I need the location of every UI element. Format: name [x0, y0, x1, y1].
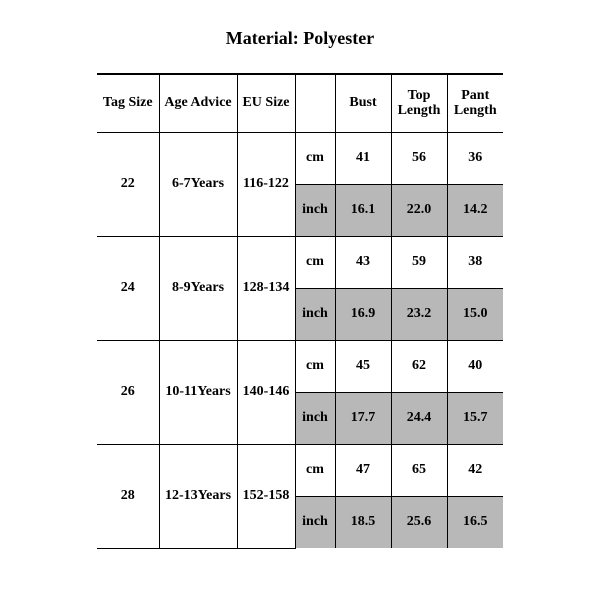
- cell-eu: 152-158: [237, 444, 295, 548]
- cell-pant-cm: 38: [447, 236, 503, 288]
- col-bust: Bust: [335, 74, 391, 132]
- cell-unit-cm: cm: [295, 340, 335, 392]
- cell-bust-cm: 41: [335, 132, 391, 184]
- cell-age: 6-7Years: [159, 132, 237, 236]
- cell-unit-cm: cm: [295, 444, 335, 496]
- cell-age: 10-11Years: [159, 340, 237, 444]
- cell-unit-inch: inch: [295, 184, 335, 236]
- table-row: 22 6-7Years 116-122 cm 41 56 36: [97, 132, 503, 184]
- cell-age: 8-9Years: [159, 236, 237, 340]
- size-chart-table: Tag Size Age Advice EU Size Bust Top Len…: [97, 73, 503, 549]
- table-row: 28 12-13Years 152-158 cm 47 65 42: [97, 444, 503, 496]
- col-top-length: Top Length: [391, 74, 447, 132]
- col-eu-size: EU Size: [237, 74, 295, 132]
- col-unit: [295, 74, 335, 132]
- cell-top-inch: 25.6: [391, 496, 447, 548]
- cell-bust-inch: 16.1: [335, 184, 391, 236]
- cell-eu: 140-146: [237, 340, 295, 444]
- cell-top-cm: 56: [391, 132, 447, 184]
- cell-unit-inch: inch: [295, 496, 335, 548]
- col-pant-length: Pant Length: [447, 74, 503, 132]
- col-tag-size: Tag Size: [97, 74, 159, 132]
- cell-pant-inch: 15.0: [447, 288, 503, 340]
- cell-eu: 116-122: [237, 132, 295, 236]
- table-row: 26 10-11Years 140-146 cm 45 62 40: [97, 340, 503, 392]
- cell-top-cm: 62: [391, 340, 447, 392]
- cell-top-inch: 23.2: [391, 288, 447, 340]
- cell-bust-cm: 47: [335, 444, 391, 496]
- table-row: 24 8-9Years 128-134 cm 43 59 38: [97, 236, 503, 288]
- cell-unit-cm: cm: [295, 132, 335, 184]
- cell-top-cm: 59: [391, 236, 447, 288]
- cell-eu: 128-134: [237, 236, 295, 340]
- cell-pant-inch: 14.2: [447, 184, 503, 236]
- page-title: Material: Polyester: [0, 0, 600, 73]
- cell-pant-cm: 42: [447, 444, 503, 496]
- cell-unit-cm: cm: [295, 236, 335, 288]
- col-age-advice: Age Advice: [159, 74, 237, 132]
- cell-pant-inch: 15.7: [447, 392, 503, 444]
- cell-bust-cm: 45: [335, 340, 391, 392]
- cell-tag: 24: [97, 236, 159, 340]
- cell-top-cm: 65: [391, 444, 447, 496]
- cell-bust-inch: 17.7: [335, 392, 391, 444]
- cell-tag: 26: [97, 340, 159, 444]
- cell-tag: 28: [97, 444, 159, 548]
- cell-bust-inch: 18.5: [335, 496, 391, 548]
- cell-unit-inch: inch: [295, 288, 335, 340]
- cell-tag: 22: [97, 132, 159, 236]
- cell-bust-inch: 16.9: [335, 288, 391, 340]
- cell-pant-cm: 36: [447, 132, 503, 184]
- cell-age: 12-13Years: [159, 444, 237, 548]
- header-row: Tag Size Age Advice EU Size Bust Top Len…: [97, 74, 503, 132]
- cell-top-inch: 24.4: [391, 392, 447, 444]
- cell-unit-inch: inch: [295, 392, 335, 444]
- cell-pant-cm: 40: [447, 340, 503, 392]
- cell-bust-cm: 43: [335, 236, 391, 288]
- cell-pant-inch: 16.5: [447, 496, 503, 548]
- cell-top-inch: 22.0: [391, 184, 447, 236]
